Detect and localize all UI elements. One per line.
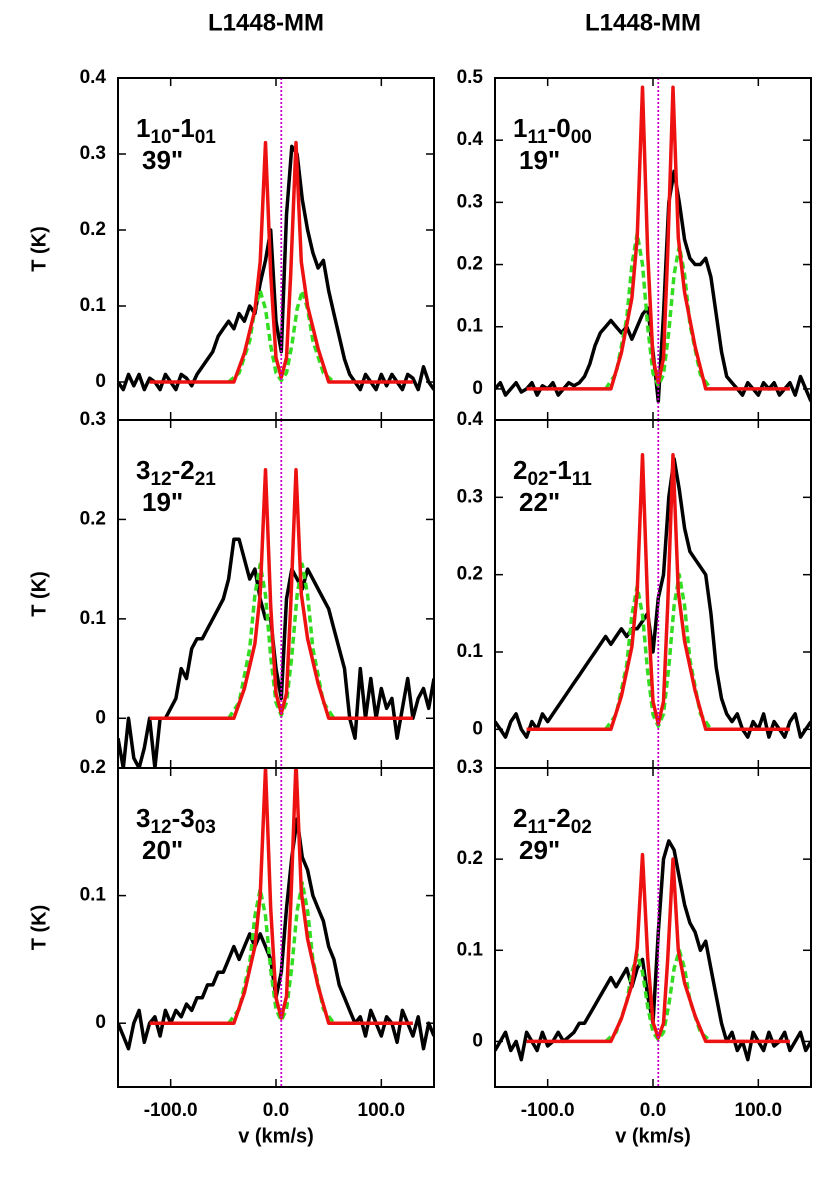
spectrum-line bbox=[149, 140, 413, 384]
y-tick-label: 0 bbox=[472, 1030, 483, 1051]
y-tick-label: 0.3 bbox=[457, 191, 483, 212]
spectrum-line bbox=[149, 768, 413, 1025]
x-axis-label: v (km/s) bbox=[615, 1125, 691, 1147]
plot-frame bbox=[117, 767, 435, 1088]
y-tick-label: 0.4 bbox=[80, 67, 107, 88]
label-part: 2 bbox=[513, 803, 527, 833]
y-tick-label: 0.2 bbox=[457, 848, 483, 869]
column-title: L1448-MM bbox=[208, 9, 324, 36]
transition-label: 111-000 bbox=[513, 113, 592, 148]
y-tick-label: 0.4 bbox=[457, 129, 484, 150]
plot-frame bbox=[494, 767, 812, 1088]
y-tick-label: 0 bbox=[95, 707, 106, 728]
x-tick-label: 0.0 bbox=[263, 1100, 289, 1121]
label-part: -2 bbox=[548, 803, 571, 833]
spectrum-line bbox=[526, 453, 790, 732]
label-subscript: 02 bbox=[527, 469, 548, 490]
y-axis-label: T (K) bbox=[28, 571, 50, 617]
y-tick-label: 0.2 bbox=[80, 508, 106, 529]
x-tick-label: -100.0 bbox=[144, 1100, 198, 1121]
y-tick-label: 0.1 bbox=[457, 641, 484, 662]
beam-size: 29" bbox=[519, 835, 560, 865]
y-tick-label: 0.2 bbox=[80, 757, 106, 778]
label-subscript: 11 bbox=[527, 127, 548, 148]
panel: 0 0.1 0.2 -100.0 0.0 100.0 v (km/s) T (K) 312-30… bbox=[28, 757, 435, 1147]
beam-size: 19" bbox=[142, 487, 183, 517]
y-tick-label: 0.2 bbox=[80, 219, 106, 240]
label-part: 2 bbox=[513, 455, 527, 485]
label-part: 3 bbox=[136, 803, 150, 833]
x-tick-label: 0.0 bbox=[640, 1100, 666, 1121]
y-tick-label: 0.2 bbox=[457, 564, 483, 585]
y-tick-label: 0.1 bbox=[457, 316, 484, 337]
y-tick-label: 0.5 bbox=[457, 67, 484, 88]
label-subscript: 02 bbox=[571, 817, 592, 838]
y-tick-label: 0.4 bbox=[457, 409, 484, 430]
label-subscript: 11 bbox=[572, 469, 593, 490]
x-tick-label: 100.0 bbox=[735, 1100, 783, 1121]
label-subscript: 01 bbox=[195, 127, 217, 148]
y-axis-label: T (K) bbox=[28, 905, 50, 951]
spectrum-line bbox=[118, 537, 434, 768]
y-tick-label: 0.3 bbox=[80, 143, 106, 164]
y-tick-label: 0.1 bbox=[80, 295, 107, 316]
label-subscript: 11 bbox=[527, 817, 548, 838]
y-tick-label: 0.2 bbox=[457, 254, 483, 275]
y-tick-label: 0.1 bbox=[80, 885, 107, 906]
spectrum-line bbox=[227, 562, 336, 720]
x-tick-label: 100.0 bbox=[358, 1100, 406, 1121]
label-subscript: 03 bbox=[195, 817, 216, 838]
column-title: L1448-MM bbox=[585, 9, 701, 36]
label-part: -0 bbox=[548, 113, 571, 143]
y-tick-label: 0 bbox=[472, 378, 483, 399]
label-part: -1 bbox=[172, 113, 195, 143]
label-subscript: 12 bbox=[150, 469, 171, 490]
beam-size: 22" bbox=[519, 487, 560, 517]
spectrum-line bbox=[495, 169, 811, 404]
y-tick-label: 0 bbox=[95, 1012, 106, 1033]
y-tick-label: 0.3 bbox=[80, 409, 106, 430]
panel: 00.10.20.3-100.0 0.0 100.0v (km/s)211-2022… bbox=[457, 757, 812, 1147]
label-part: 1 bbox=[136, 113, 150, 143]
transition-label: 312-303 bbox=[136, 803, 216, 838]
spectrum-line bbox=[604, 572, 713, 731]
y-tick-label: 0 bbox=[472, 718, 483, 739]
beam-size: 39" bbox=[142, 145, 183, 175]
beam-size: 19" bbox=[519, 145, 560, 175]
transition-label: 110-101 bbox=[136, 113, 216, 148]
label-part: -2 bbox=[172, 455, 195, 485]
spectrum-line bbox=[604, 231, 713, 390]
y-tick-label: 0 bbox=[95, 371, 106, 392]
label-subscript: 00 bbox=[571, 127, 592, 148]
transition-label: 202-111 bbox=[513, 455, 592, 490]
y-tick-label: 0.3 bbox=[457, 757, 483, 778]
y-tick-label: 0.1 bbox=[80, 608, 107, 629]
label-subscript: 12 bbox=[150, 817, 171, 838]
y-tick-label: 0.1 bbox=[457, 939, 484, 960]
beam-size: 20" bbox=[142, 835, 183, 865]
x-tick-label: -100.0 bbox=[521, 1100, 575, 1121]
label-part: -3 bbox=[172, 803, 195, 833]
transition-label: 211-202 bbox=[513, 803, 592, 838]
label-part: 3 bbox=[136, 455, 150, 485]
x-axis-label: v (km/s) bbox=[238, 1125, 314, 1147]
y-tick-label: 0.3 bbox=[457, 486, 483, 507]
label-part: 1 bbox=[513, 113, 527, 143]
transition-label: 312-221 bbox=[136, 455, 216, 490]
spectrum-line bbox=[604, 948, 713, 1043]
label-part: -1 bbox=[549, 455, 572, 485]
label-subscript: 10 bbox=[150, 127, 171, 148]
label-subscript: 21 bbox=[195, 469, 217, 490]
y-axis-label: T (K) bbox=[28, 226, 50, 272]
